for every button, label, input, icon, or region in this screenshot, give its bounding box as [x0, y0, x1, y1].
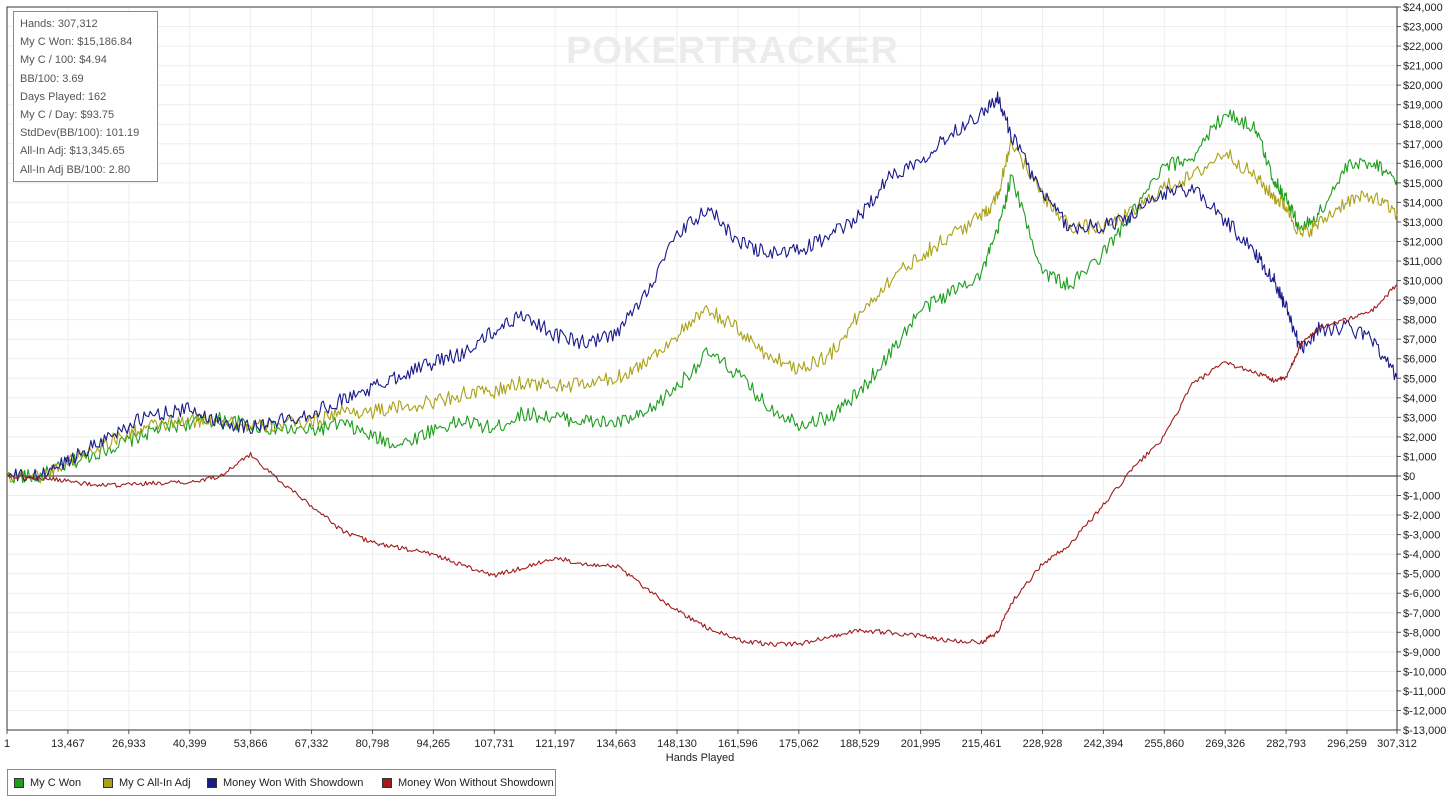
y-tick-label: $-8,000	[1403, 627, 1440, 639]
y-tick-label: $17,000	[1403, 139, 1443, 151]
y-tick-label: $6,000	[1403, 354, 1437, 366]
y-tick-label: $8,000	[1403, 315, 1437, 327]
y-tick-label: $0	[1403, 471, 1415, 483]
y-tick-label: $13,000	[1403, 217, 1443, 229]
legend-swatch	[14, 777, 24, 788]
x-tick-label: 161,596	[718, 738, 758, 750]
x-tick-label: 228,928	[1023, 738, 1063, 750]
y-tick-label: $-9,000	[1403, 647, 1440, 659]
x-tick-label: 175,062	[779, 738, 819, 750]
y-tick-label: $-10,000	[1403, 666, 1446, 678]
y-tick-label: $4,000	[1403, 393, 1437, 405]
x-tick-label: 67,332	[295, 738, 329, 750]
y-tick-label: $-2,000	[1403, 510, 1440, 522]
x-tick-label: 269,326	[1205, 738, 1245, 750]
y-tick-label: $7,000	[1403, 334, 1437, 346]
legend-item-my-c-won[interactable]: My C Won	[14, 770, 81, 795]
stat-hands: Hands: 307,312	[20, 18, 98, 30]
stat-allin-adj: All-In Adj: $13,345.65	[20, 145, 125, 158]
x-tick-label: 26,933	[112, 738, 146, 750]
plot-frame	[6, 6, 1398, 731]
legend-swatch	[103, 777, 113, 788]
x-tick-label: 188,529	[840, 738, 880, 750]
y-tick-label: $16,000	[1403, 158, 1443, 170]
x-tick-label: 40,399	[173, 738, 207, 750]
y-tick-label: $-13,000	[1403, 725, 1446, 737]
y-tick-label: $3,000	[1403, 412, 1437, 424]
stat-won-per-100: My C / 100: $4.94	[20, 54, 107, 67]
stats-summary-box: Hands: 307,312 My C Won: $15,186.84 My C…	[13, 11, 158, 182]
y-tick-label: $-11,000	[1403, 686, 1446, 698]
y-tick-label: $1,000	[1403, 451, 1437, 463]
x-tick-label: 121,197	[535, 738, 575, 750]
stat-won-per-day: My C / Day: $93.75	[20, 109, 115, 122]
y-tick-label: $11,000	[1403, 256, 1442, 268]
x-tick-label: 134,663	[596, 738, 636, 750]
legend-swatch	[207, 777, 217, 788]
y-tick-label: $9,000	[1403, 295, 1437, 307]
y-tick-label: $23,000	[1403, 22, 1443, 34]
x-tick-label: 242,394	[1083, 738, 1123, 750]
x-tick-label: 94,265	[417, 738, 451, 750]
legend-item-all-in-adj[interactable]: My C All-In Adj	[103, 770, 191, 795]
legend-label: My C Won	[30, 776, 82, 789]
y-tick-label: $19,000	[1403, 100, 1443, 112]
y-tick-label: $15,000	[1403, 178, 1443, 190]
y-tick-label: $24,000	[1403, 2, 1443, 14]
y-tick-label: $-12,000	[1403, 705, 1446, 717]
legend-swatch	[382, 777, 392, 788]
legend-label: Money Won Without Showdown	[398, 776, 554, 789]
series-line-money-won-without-showdown	[6, 284, 1398, 647]
x-tick-label: 80,798	[356, 738, 390, 750]
legend-label: My C All-In Adj	[119, 776, 191, 789]
y-tick-label: $14,000	[1403, 197, 1443, 209]
y-tick-label: $22,000	[1403, 41, 1443, 53]
y-tick-label: $2,000	[1403, 432, 1437, 444]
y-tick-label: $-1,000	[1403, 491, 1440, 503]
legend-label: Money Won With Showdown	[223, 776, 364, 789]
series-line-money-won-with-showdown	[6, 91, 1398, 482]
chart-legend: My C Won My C All-In Adj Money Won With …	[7, 769, 556, 796]
y-tick-label: $-4,000	[1403, 549, 1440, 561]
x-tick-label: 255,860	[1144, 738, 1184, 750]
stat-won: My C Won: $15,186.84	[20, 36, 133, 49]
x-tick-label: 282,793	[1266, 738, 1306, 750]
y-tick-label: $18,000	[1403, 119, 1443, 131]
y-tick-label: $-6,000	[1403, 588, 1440, 600]
y-tick-label: $5,000	[1403, 373, 1437, 385]
x-tick-label: 53,866	[234, 738, 268, 750]
stat-stddev: StdDev(BB/100): 101.19	[20, 127, 140, 140]
x-tick-label: 296,259	[1327, 738, 1367, 750]
y-tick-label: $-7,000	[1403, 608, 1440, 620]
y-tick-label: $20,000	[1403, 80, 1443, 92]
stat-days-played: Days Played: 162	[20, 90, 107, 103]
watermark-logo: POKERTRACKER	[566, 30, 899, 72]
x-tick-label: 13,467	[51, 738, 85, 750]
x-tick-label: 107,731	[474, 738, 514, 750]
y-tick-label: $-3,000	[1403, 530, 1440, 542]
stat-allin-adj-bb: All-In Adj BB/100: 2.80	[20, 163, 131, 176]
x-axis-title: Hands Played	[665, 752, 735, 764]
legend-item-with-showdown[interactable]: Money Won With Showdown	[207, 770, 363, 795]
x-tick-label: 215,461	[962, 738, 1002, 750]
series-line-my-c-won	[6, 109, 1398, 484]
y-tick-label: $10,000	[1403, 276, 1443, 288]
series-line-my-c-all-in-adj	[6, 136, 1398, 484]
x-tick-label: 148,130	[657, 738, 697, 750]
x-tick-label: 307,312	[1377, 738, 1417, 750]
x-tick-label: 1	[4, 738, 10, 750]
x-tick-label: 201,995	[901, 738, 941, 750]
y-tick-label: $-5,000	[1403, 569, 1440, 581]
y-tick-label: $21,000	[1403, 61, 1443, 73]
y-tick-label: $12,000	[1403, 236, 1443, 248]
stat-bb-per-100: BB/100: 3.69	[20, 72, 84, 85]
legend-item-without-showdown[interactable]: Money Won Without Showdown	[382, 770, 554, 795]
